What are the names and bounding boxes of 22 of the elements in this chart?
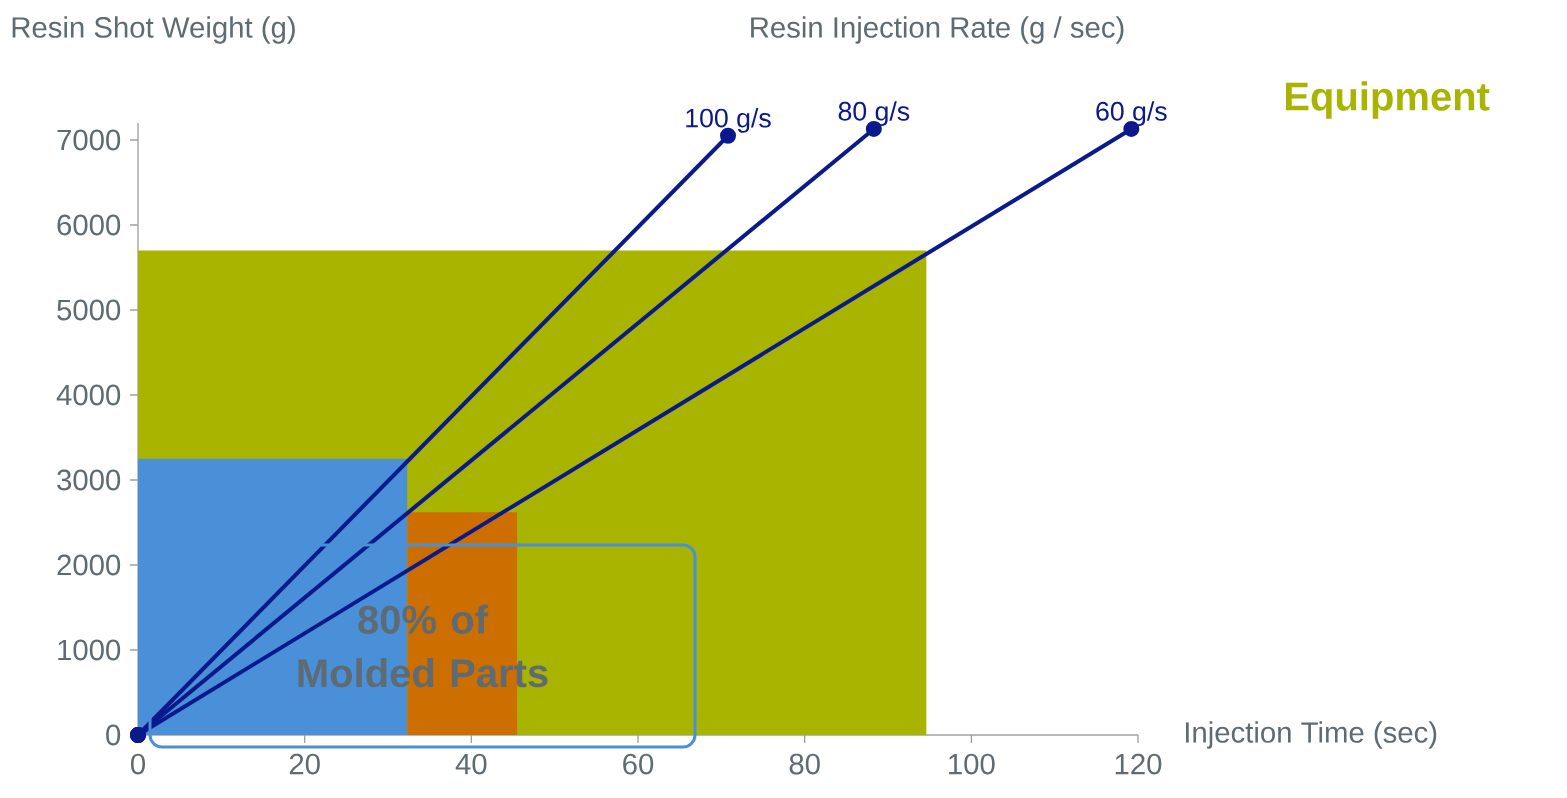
y-tick-label: 6000 bbox=[57, 214, 121, 236]
x-tick-label: 80 bbox=[789, 753, 820, 775]
y-axis-title: Resin Shot Weight (g) bbox=[12, 16, 295, 44]
x-tick-label: 120 bbox=[1115, 753, 1162, 775]
series-label: 80 g/s bbox=[838, 101, 910, 127]
y-tick-label: 2000 bbox=[57, 554, 121, 576]
x-tick-label: 40 bbox=[455, 753, 487, 775]
series-label: 60 g/s bbox=[1096, 101, 1167, 127]
y-tick-label: 7000 bbox=[57, 129, 121, 151]
x-axis-title: Injection Time (sec) bbox=[1185, 721, 1437, 749]
y-tick-label: 0 bbox=[106, 724, 121, 746]
y-tick-label: 5000 bbox=[57, 299, 121, 321]
x-tick-label: 20 bbox=[289, 753, 320, 775]
y-tick-label: 1000 bbox=[58, 639, 121, 661]
y-tick-label: 4000 bbox=[56, 384, 121, 406]
y-tick-label: 3000 bbox=[57, 469, 121, 491]
series-label: 100 g/s bbox=[686, 107, 771, 133]
x-tick-label: 100 bbox=[949, 753, 995, 775]
x-tick-label: 0 bbox=[131, 753, 146, 775]
text: Equipment bbox=[1285, 81, 1490, 119]
x-tick-label: 60 bbox=[623, 753, 654, 775]
text: Resin Injection Rate (g / sec) bbox=[751, 16, 1124, 44]
